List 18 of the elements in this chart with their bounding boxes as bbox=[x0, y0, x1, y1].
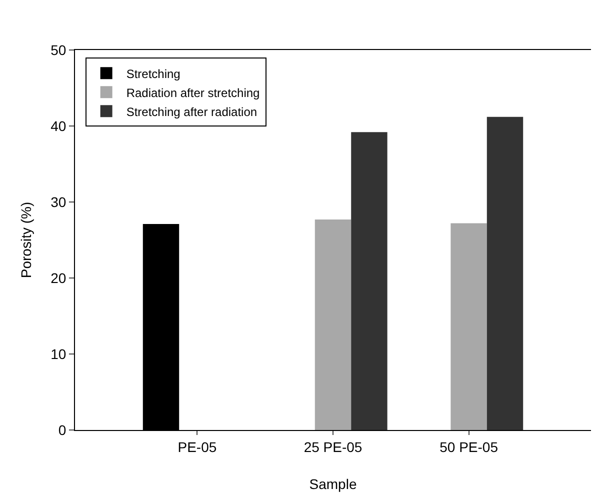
y-tick-label: 10 bbox=[50, 346, 66, 362]
y-tick-label: 0 bbox=[58, 422, 66, 438]
x-axis-title: Sample bbox=[309, 476, 357, 492]
y-tick-label: 30 bbox=[50, 194, 66, 210]
bar bbox=[314, 219, 352, 430]
bar bbox=[486, 116, 524, 430]
bar bbox=[450, 223, 487, 430]
x-tick-label: PE-05 bbox=[178, 438, 217, 455]
x-tick-label: 25 PE-05 bbox=[304, 438, 362, 455]
bar bbox=[351, 132, 388, 430]
y-tick-label: 40 bbox=[50, 118, 66, 134]
legend-label: Stretching after radiation bbox=[126, 104, 258, 119]
legend-label: Stretching bbox=[126, 66, 180, 81]
y-tick-label: 50 bbox=[50, 42, 66, 58]
y-tick-label: 20 bbox=[50, 270, 66, 286]
x-tick-label: 50 PE-05 bbox=[440, 438, 498, 455]
legend-label: Radiation after stretching bbox=[126, 86, 260, 100]
y-axis-title: Porosity (%) bbox=[18, 202, 34, 278]
